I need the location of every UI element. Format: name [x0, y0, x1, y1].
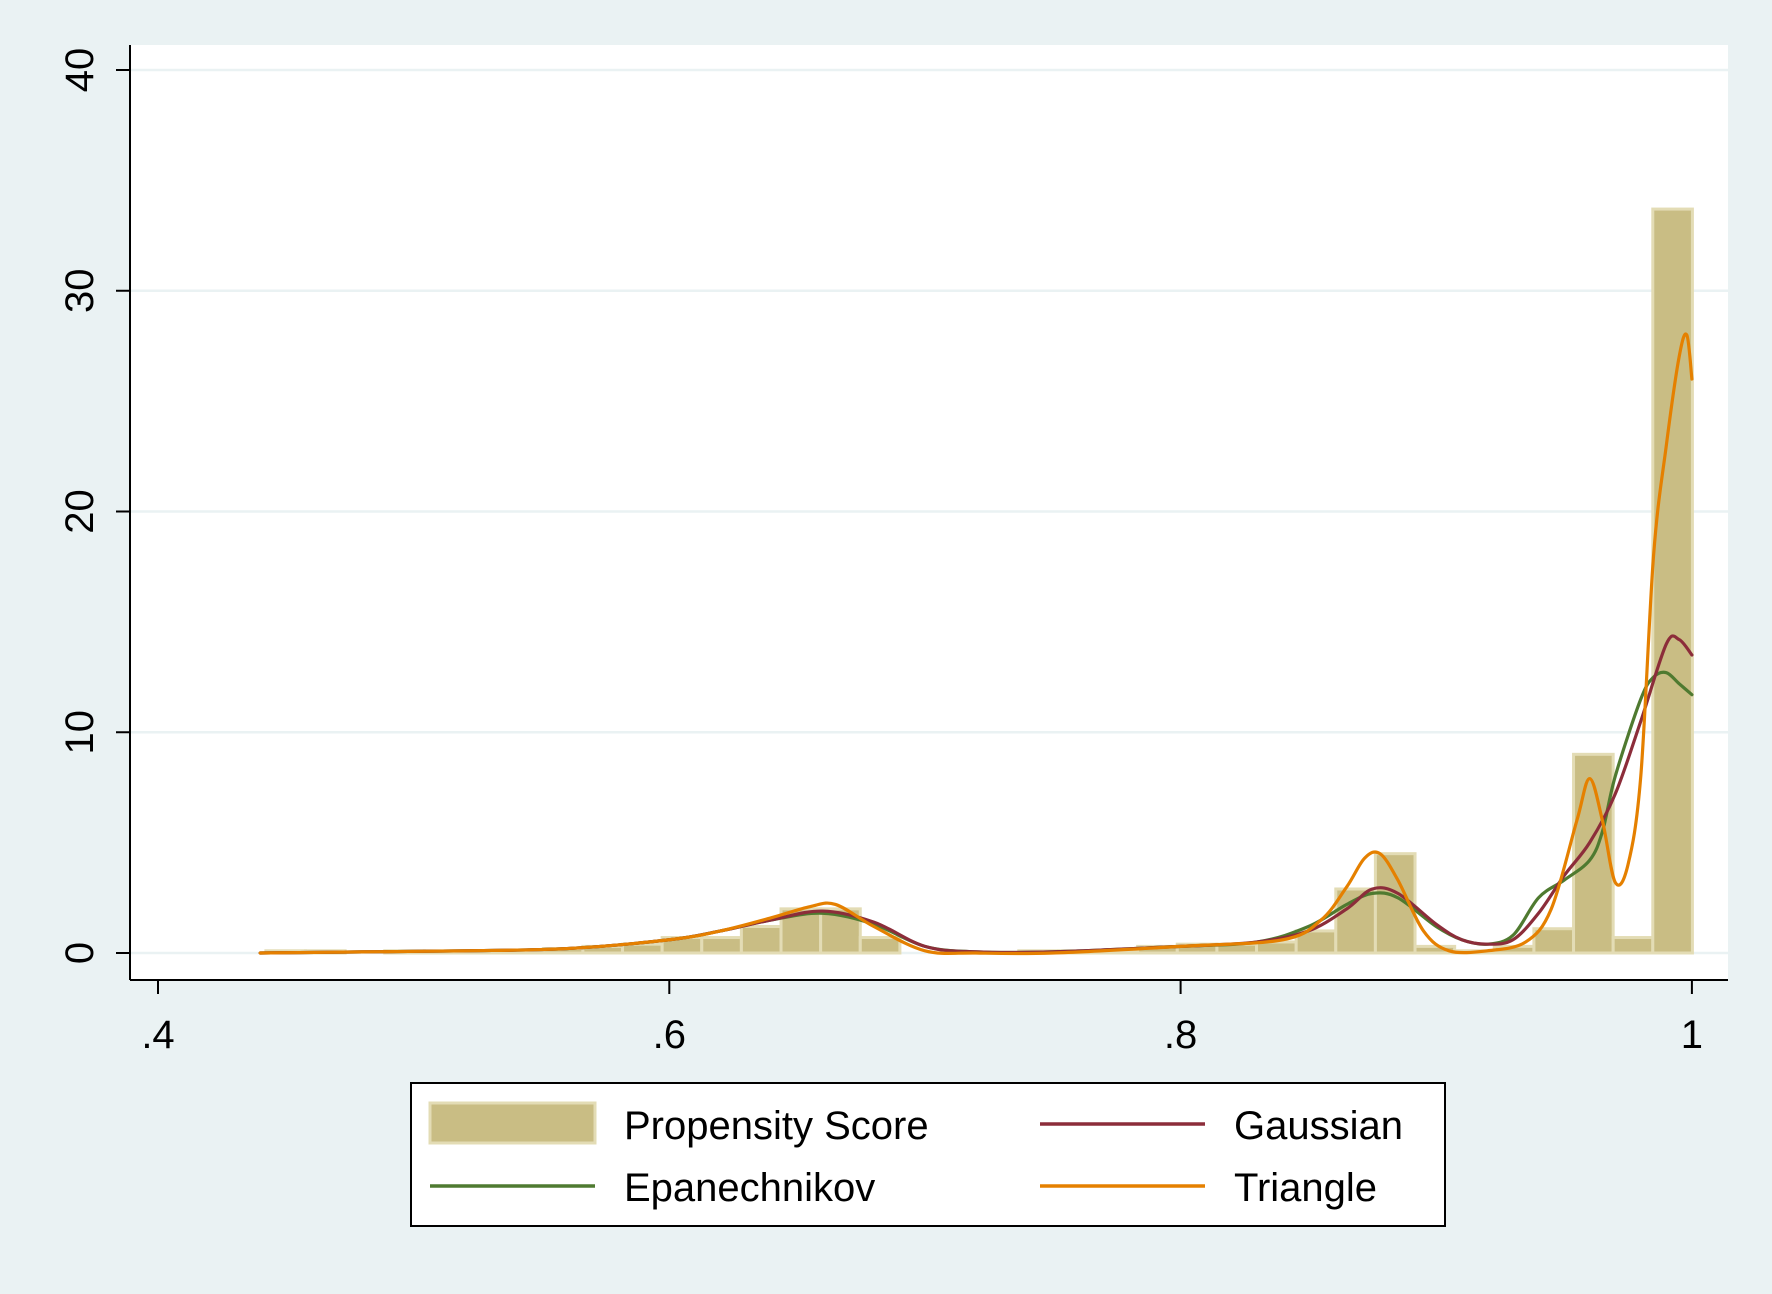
y-tick-label: 0: [58, 942, 102, 964]
x-tick-label: .6: [653, 1013, 686, 1057]
legend-label-propensity-score: Propensity Score: [624, 1104, 929, 1148]
legend-label-gaussian: Gaussian: [1234, 1104, 1403, 1148]
histogram-bar: [1651, 207, 1694, 955]
histogram-bars: [264, 207, 1694, 955]
histogram-bar: [858, 936, 902, 955]
density-lines: [258, 332, 1694, 956]
legend: Propensity Score Gaussian Epanechnikov T…: [410, 1082, 1446, 1227]
x-ticks: .4 .6 .8 1: [141, 980, 1703, 1057]
histogram-bar: [1611, 936, 1655, 955]
histogram-bar: [1532, 927, 1576, 955]
legend-label-epanechnikov: Epanechnikov: [624, 1166, 875, 1210]
legend-swatch-propensity-score: [428, 1101, 597, 1145]
x-tick-label: .4: [141, 1013, 174, 1057]
histogram-bar: [739, 925, 783, 955]
x-tick-label: .8: [1164, 1013, 1197, 1057]
legend-label-triangle: Triangle: [1234, 1166, 1377, 1210]
y-tick-label: 20: [58, 489, 102, 534]
y-tick-label: 30: [58, 269, 102, 314]
y-tick-label: 10: [58, 710, 102, 755]
histogram-bar: [700, 936, 743, 955]
y-tick-label: 40: [58, 48, 102, 93]
x-tick-label: 1: [1681, 1013, 1703, 1057]
y-ticks: 0 10 20 30 40: [58, 48, 130, 964]
series-line-triangle: [258, 332, 1694, 956]
